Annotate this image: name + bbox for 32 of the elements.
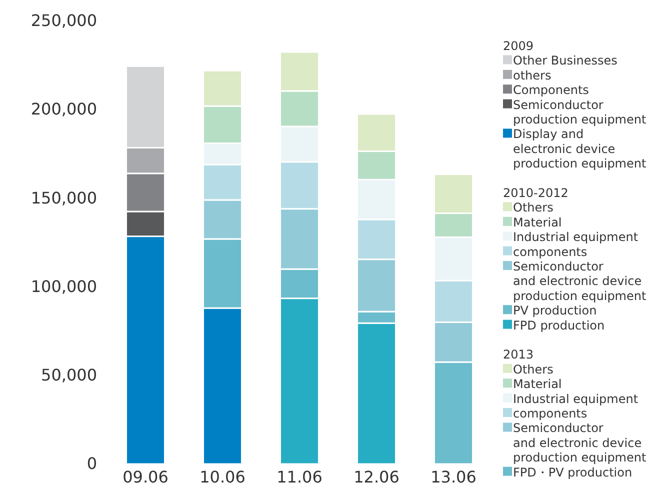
x-tick-label: 13.06 [430, 467, 476, 486]
x-tick-label: 09.06 [122, 467, 168, 486]
legend-label: Components [513, 83, 589, 98]
legend-label: Industrial equipment [513, 392, 638, 406]
legend-label: FPD production [513, 318, 605, 332]
y-tick-label: 100,000 [30, 276, 97, 296]
legend-label: Material [513, 377, 562, 392]
legend-label: components [513, 244, 588, 259]
legend-label: Others [513, 362, 554, 376]
text: 2013 [503, 348, 534, 362]
legend-label: Others [513, 200, 554, 215]
legend-label: Other Businesses [513, 54, 618, 68]
x-tick-label: 10.06 [200, 467, 246, 486]
x-tick-label: 11.06 [276, 467, 322, 486]
legend-label: Display and electronic device production equipment [513, 127, 646, 171]
legend-label: Semiconductor and electronic device production equipment [513, 421, 646, 465]
legend-label: components [513, 406, 588, 420]
legend-label: FPD・PV production [513, 465, 632, 480]
y-tick-label: 150,000 [30, 188, 97, 208]
y-tick-label: 50,000 [41, 366, 97, 385]
text: 2009 [503, 39, 534, 53]
legend-label: Semiconductor and electronic device production equipment [513, 260, 646, 303]
legend-label: others [513, 68, 552, 82]
text: 2010-2012 [503, 186, 568, 200]
y-tick-label: 200,000 [30, 100, 97, 119]
legend-label: Material [513, 215, 562, 230]
y-tick-label: 0 [86, 454, 97, 474]
x-tick-label: 12.06 [354, 467, 400, 486]
legend-label: Semiconductor production equipment [513, 98, 646, 126]
y-tick-label: 250,000 [30, 11, 97, 30]
legend-label: Industrial equipment [513, 230, 638, 244]
legend-label: PV production [513, 304, 597, 318]
